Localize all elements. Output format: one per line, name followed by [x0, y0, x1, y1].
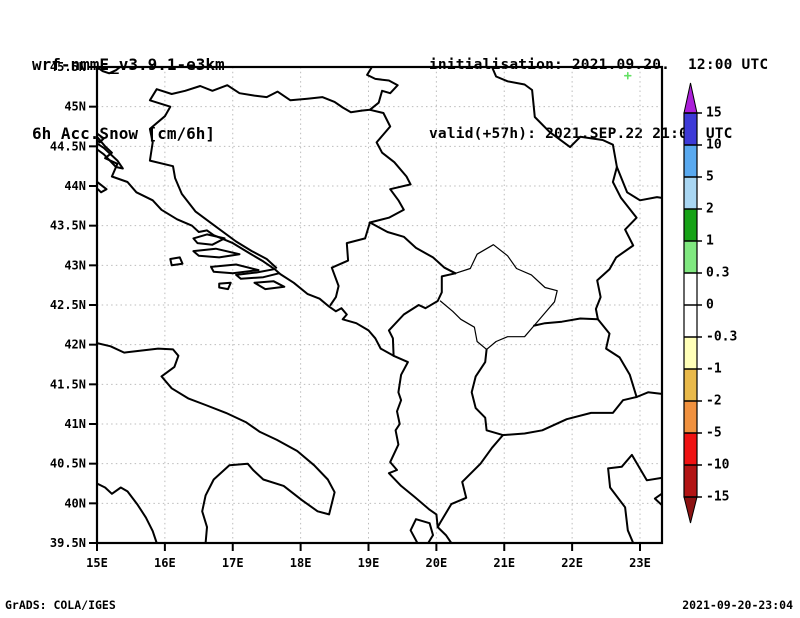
island-path-island-dugi-otok	[97, 180, 108, 194]
border-path-border-albania-greece	[436, 434, 504, 529]
border-path-border-montenegro-serbia	[368, 221, 457, 275]
border-path-border-macedonia-bulgaria	[596, 318, 638, 398]
footer-timestamp: 2021-09-20-23:04	[682, 598, 793, 612]
coast-path-peljesac-peninsula	[235, 268, 280, 280]
colorbar-label: -15	[706, 490, 729, 505]
island-path-island-pag	[97, 142, 124, 170]
colorbar-segment	[684, 145, 697, 177]
y-axis-label: 40N	[64, 496, 86, 510]
colorbar-label: -10	[706, 458, 730, 473]
colorbar-segment	[684, 401, 697, 433]
colorbar-segment	[684, 241, 697, 273]
y-axis-label: 40.5N	[50, 457, 86, 471]
y-axis-label: 39.5N	[50, 536, 86, 550]
colorbar-segment	[684, 113, 697, 145]
colorbar-segment	[684, 177, 697, 209]
colorbar-segment	[684, 433, 697, 465]
border-path-border-croatia-bosnia-sava	[148, 84, 363, 269]
colorbar-segment	[684, 465, 697, 497]
y-axis-label: 42N	[64, 338, 86, 352]
island-path-island-korcula	[210, 263, 260, 275]
colorbar: 15 10 5 2 1 0.3 0 -0.3 -1 -2 -5 -10 -15	[683, 82, 737, 524]
x-axis-label: 15E	[86, 556, 108, 570]
colorbar-label: 0	[706, 298, 714, 313]
colorbar-segment	[684, 305, 697, 337]
colorbar-above-arrow	[683, 82, 698, 114]
y-axis-label: 44N	[64, 179, 86, 193]
border-path-border-bosnia-montenegro	[329, 221, 371, 306]
colorbar-segment	[684, 273, 697, 305]
x-axis-label: 19E	[358, 556, 380, 570]
island-path-island-hvar	[192, 247, 241, 259]
y-axis-label: 42.5N	[50, 298, 86, 312]
footer-grads-credit: GrADS: COLA/IGES	[5, 598, 116, 612]
border-path-border-albania-macedonia	[470, 348, 504, 437]
coast-path-greece-aegean-coast	[607, 453, 662, 543]
border-path-border-macedonia-serbia	[533, 317, 599, 327]
border-path-kosovo-outline	[439, 244, 558, 350]
island-path-island-lastovo	[218, 281, 232, 291]
colorbar-label: -0.3	[706, 330, 737, 345]
island-path-island-brac	[192, 233, 226, 246]
coast-path-kvarner-coast-notch	[97, 67, 122, 75]
colorbar-below-arrow	[683, 496, 698, 524]
coast-path-adriatic-east-coast	[97, 135, 453, 543]
colorbar-label: 1	[706, 234, 714, 249]
colorbar-label: 15	[706, 106, 722, 121]
border-path-border-macedonia-greece	[501, 396, 638, 437]
colorbar-label: -2	[706, 394, 722, 409]
colorbar-segment	[684, 337, 697, 369]
island-path-island-rab	[97, 132, 105, 144]
y-axis-label: 45.5N	[50, 60, 86, 74]
coast-path-italy-adriatic-coast	[97, 342, 336, 543]
x-axis-label: 22E	[561, 556, 583, 570]
y-axis-label: 45N	[64, 100, 86, 114]
map-features	[97, 67, 662, 543]
colorbar-segment	[684, 369, 697, 401]
init-time-label: initialisation: 2021.09.20. 12:00 UTC	[429, 57, 769, 73]
colorbar-label: 0.3	[706, 266, 729, 281]
colorbar-label: 2	[706, 202, 714, 217]
coast-path-chalkidiki-coast-fragment	[653, 492, 662, 506]
x-axis-label: 20E	[426, 556, 448, 570]
y-axis-label: 41N	[64, 417, 86, 431]
y-axis-label: 43N	[64, 258, 86, 272]
x-axis-label: 21E	[493, 556, 515, 570]
y-axis-label: 41.5N	[50, 377, 86, 391]
colorbar-label: 5	[706, 170, 714, 185]
axis-ticks	[89, 66, 641, 551]
model-title: wrf-nmmE_v3.9.1-e3km	[32, 55, 225, 74]
y-axis-label: 43.5N	[50, 219, 86, 233]
island-path-island-mljet	[253, 280, 286, 291]
snow-marker	[623, 71, 632, 80]
x-axis-label: 16E	[154, 556, 176, 570]
colorbar-label: -1	[706, 362, 722, 377]
border-path-border-serbia-romania-danube	[491, 67, 662, 202]
y-axis-label: 44.5N	[50, 139, 86, 153]
x-axis-label: 17E	[222, 556, 244, 570]
border-path-border-bulgaria-greece	[635, 391, 662, 398]
border-path-border-serbia-bulgaria	[594, 166, 638, 321]
border-path-border-bosnia-serbia-drina	[368, 108, 412, 224]
x-axis-label: 18E	[290, 556, 312, 570]
border-path-border-croatia-serbia	[360, 67, 399, 112]
coast-path-italy-tyrrhenian-coast	[97, 482, 158, 543]
x-axis-label: 23E	[629, 556, 651, 570]
border-path-border-montenegro-albania	[387, 272, 457, 357]
colorbar-segment	[684, 209, 697, 241]
colorbar-label: 10	[706, 138, 722, 153]
island-path-island-corfu	[409, 518, 434, 543]
island-path-island-vis	[169, 256, 184, 267]
colorbar-label: -5	[706, 426, 722, 441]
